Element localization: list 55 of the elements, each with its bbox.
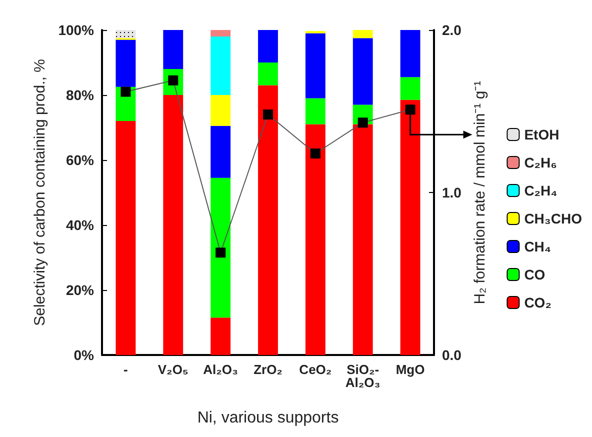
x-tick-label: SiO₂- Al₂O₃ (345, 362, 380, 390)
x-tick-label: MgO (396, 362, 425, 377)
legend-label: C₂H₄ (524, 182, 558, 198)
point (310, 148, 320, 158)
bar (400, 30, 420, 78)
bar (305, 30, 326, 34)
bar (258, 85, 278, 355)
bar (258, 30, 278, 62)
bar (305, 33, 326, 98)
point (405, 104, 416, 115)
y2-tick-label: 2.0 (442, 22, 462, 38)
y-tick-label: 20% (66, 282, 95, 298)
bar (163, 30, 184, 69)
bar (116, 40, 136, 87)
legend-label: CH₄ (524, 238, 552, 254)
point (263, 110, 273, 120)
legend-label: EtOH (524, 126, 560, 142)
y2-tick-label: 0.0 (442, 347, 462, 363)
y-tick-label: 0% (74, 347, 95, 363)
bar (210, 178, 231, 318)
x-tick-label: Al₂O₃ (203, 362, 238, 377)
y-tick-label: 40% (66, 217, 95, 233)
point (216, 248, 226, 258)
legend-label: CH₃CHO (524, 210, 582, 226)
bar (163, 95, 184, 355)
bar (352, 124, 373, 355)
x-tick-label: CeO₂ (299, 362, 332, 377)
bar (210, 126, 231, 178)
point (120, 86, 131, 97)
point (358, 118, 368, 128)
y2-tick-label: 1.0 (442, 184, 462, 200)
bar (210, 30, 231, 36)
bar (305, 124, 326, 355)
x-tick-label: - (124, 362, 128, 377)
legend-label: CO₂ (524, 294, 552, 310)
x-tick-label: ZrO₂ (254, 362, 283, 377)
y-tick-label: 80% (66, 87, 95, 103)
bar (400, 77, 420, 100)
bar (116, 121, 136, 355)
bar (210, 318, 231, 355)
bar (305, 98, 326, 124)
y-axis-title: Selectivity of carbon containing prod., % (31, 59, 48, 326)
bar (210, 95, 231, 126)
bar (400, 100, 420, 355)
y-tick-label: 100% (58, 22, 95, 38)
y-tick-label: 60% (66, 152, 95, 168)
bar (210, 36, 231, 95)
bar (352, 30, 373, 38)
bar (258, 62, 278, 86)
y2-axis-title: H₂ formation rate / mmol min⁻¹ g⁻¹ (471, 80, 488, 304)
legend-label: C₂H₆ (524, 154, 558, 170)
bar (352, 38, 373, 105)
x-tick-label: V₂O₅ (158, 362, 188, 377)
legend-label: CO (524, 266, 546, 282)
x-axis-title: Ni, various supports (197, 410, 339, 426)
